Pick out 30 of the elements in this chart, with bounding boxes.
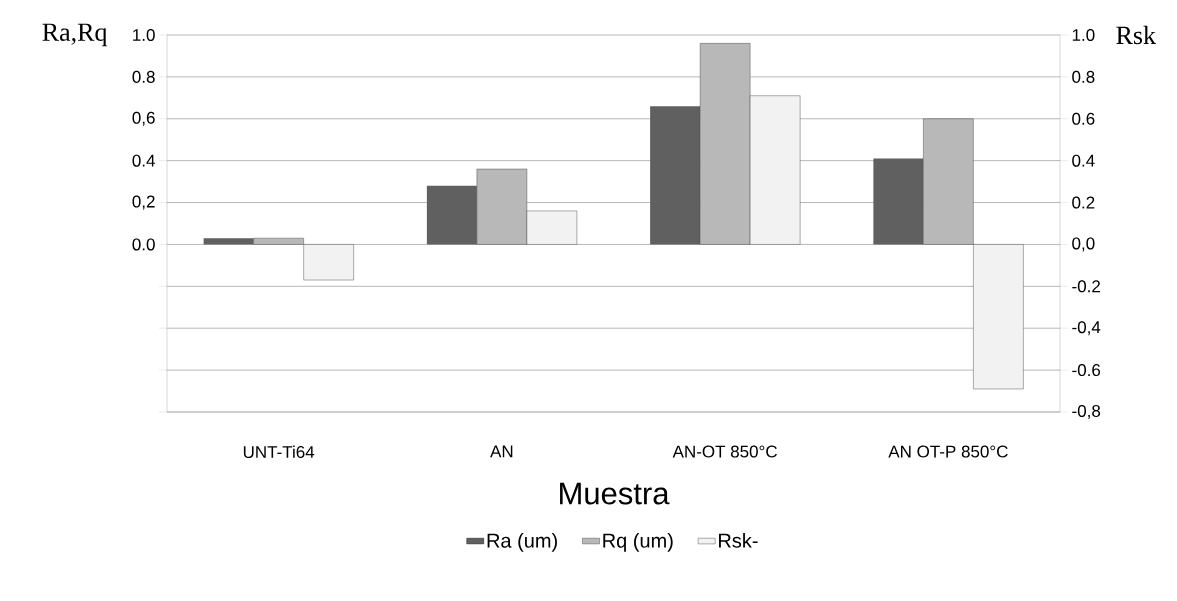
y2-tick-label: 0.8: [1072, 70, 1095, 83]
y2-tick-label: 1.0: [1072, 28, 1095, 42]
legend-label: Rsk-: [719, 533, 758, 548]
legend-label: Rq (um): [603, 533, 673, 552]
bar: [650, 106, 701, 245]
y2-tick-label: -0.6: [1072, 364, 1101, 377]
y2-tick-label: -0,8: [1072, 404, 1101, 420]
y-tick-label: 0,6: [132, 111, 155, 126]
x-tick-label: UNT-Ti64: [243, 445, 315, 459]
x-axis-title: Muestra: [560, 482, 670, 505]
x-tick-label: AN: [490, 445, 513, 458]
bar: [426, 185, 477, 245]
y2-axis-title: Rsk: [1116, 25, 1156, 45]
bar: [873, 158, 924, 245]
y2-tick-label: -0,4: [1072, 321, 1101, 336]
y2-tick-label: -0.2: [1072, 280, 1100, 293]
y-tick-label: 0.0: [132, 238, 155, 251]
y-axis-title: Ra,Rq: [42, 23, 108, 47]
legend-label: Ra (um): [487, 533, 557, 552]
y2-tick-label: 0.4: [1072, 154, 1095, 167]
y-tick-label: 0.4: [132, 154, 155, 167]
y-tick-label: 1.0: [133, 28, 155, 42]
x-tick-label: AN-OT 850°C: [672, 445, 777, 458]
y2-tick-label: 0,0: [1072, 237, 1095, 252]
y-tick-label: 0,2: [132, 195, 155, 210]
y-tick-label: 0.8: [132, 70, 155, 83]
x-tick-label: AN OT-P 850°C: [888, 445, 1008, 458]
bar: [203, 238, 254, 245]
y2-tick-label: 0.2: [1072, 196, 1095, 209]
y2-tick-label: 0.6: [1072, 112, 1095, 125]
